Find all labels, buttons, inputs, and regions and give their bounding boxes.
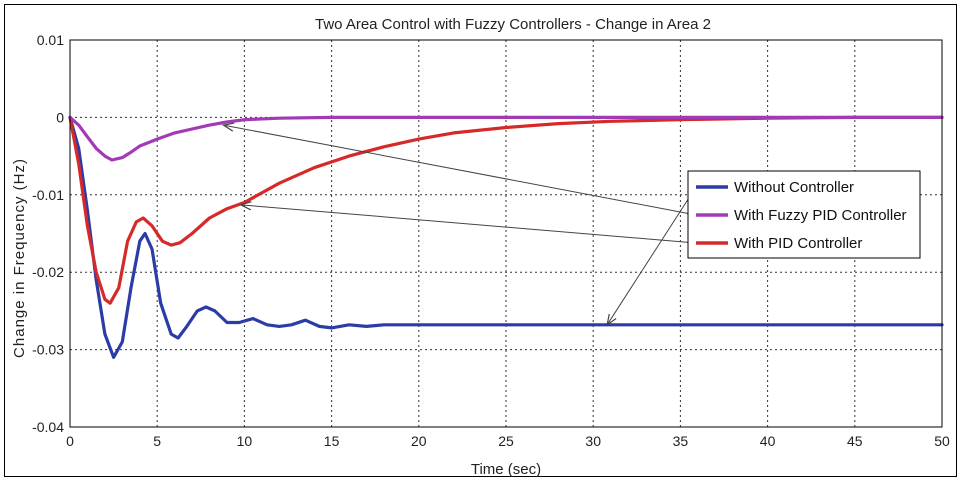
annotation-arrow-line bbox=[606, 186, 697, 326]
annotation-arrow-head bbox=[221, 122, 235, 132]
x-axis-ticks: 0 5 10 15 20 25 30 35 40 45 50 bbox=[66, 433, 950, 449]
series-line-1 bbox=[68, 115, 944, 162]
legend: Without Controller With Fuzzy PID Control… bbox=[687, 170, 921, 259]
x-tick-label: 15 bbox=[324, 433, 340, 449]
y-tick-label: -0.01 bbox=[32, 187, 64, 203]
x-tick-label: 45 bbox=[847, 433, 863, 449]
x-axis-label: Time (sec) bbox=[471, 461, 541, 478]
x-tick-label: 0 bbox=[66, 433, 74, 449]
y-axis-ticks: 0.01 0 -0.01 -0.02 -0.03 -0.04 bbox=[32, 32, 64, 435]
annotation-arrow-line bbox=[240, 204, 697, 244]
annotation-arrow-head bbox=[239, 201, 252, 211]
x-tick-label: 50 bbox=[934, 433, 950, 449]
legend-label: Without Controller bbox=[734, 179, 854, 196]
x-tick-label: 10 bbox=[237, 433, 253, 449]
chart-title: Two Area Control with Fuzzy Controllers … bbox=[315, 16, 711, 33]
annotation-arrows bbox=[221, 122, 697, 327]
y-tick-label: -0.03 bbox=[32, 342, 64, 358]
y-tick-label: 0 bbox=[56, 109, 64, 125]
annotation-arrow-head bbox=[606, 313, 617, 327]
legend-label: With Fuzzy PID Controller bbox=[734, 207, 907, 224]
x-tick-label: 40 bbox=[760, 433, 776, 449]
x-tick-label: 5 bbox=[153, 433, 161, 449]
plot-border bbox=[69, 39, 943, 428]
y-tick-label: -0.02 bbox=[32, 264, 64, 280]
annotation-arrow-line bbox=[223, 124, 697, 216]
y-tick-label: 0.01 bbox=[37, 32, 64, 48]
legend-label: With PID Controller bbox=[734, 235, 862, 252]
x-tick-label: 30 bbox=[585, 433, 601, 449]
series-lines bbox=[68, 115, 944, 359]
series-line-0 bbox=[68, 115, 944, 359]
x-tick-label: 35 bbox=[673, 433, 689, 449]
y-tick-label: -0.04 bbox=[32, 419, 64, 435]
x-tick-label: 25 bbox=[498, 433, 514, 449]
series-line-2 bbox=[68, 115, 944, 305]
x-tick-label: 20 bbox=[411, 433, 427, 449]
y-axis-label: Change in Frequency (Hz) bbox=[11, 158, 28, 358]
